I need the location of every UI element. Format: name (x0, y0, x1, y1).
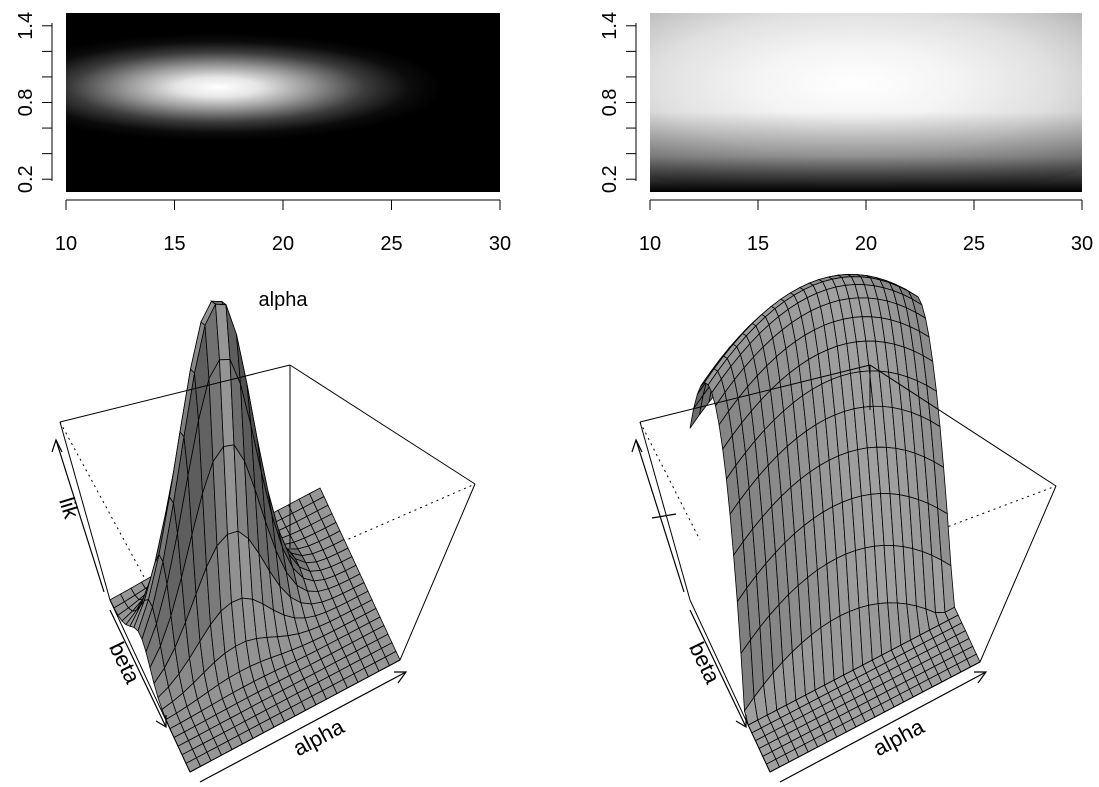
bl-z-label: lik (54, 494, 84, 522)
x-tick-label: 30 (489, 233, 511, 255)
br-box-hidden-edges (639, 421, 1057, 557)
tl-y-ticks: 0.2 0.8 1.4 (15, 12, 52, 193)
surface-bottom-left: lik beta alpha (51, 300, 476, 783)
x-tick-label: 20 (855, 233, 877, 255)
br-axis-arrows (631, 438, 988, 783)
bl-x-label: alpha (289, 713, 349, 761)
heatmap-top-left-peak (66, 33, 444, 141)
y-tick-label: 0.8 (599, 89, 621, 117)
br-box-edges (639, 364, 1057, 773)
x-tick-label: 25 (380, 233, 402, 255)
x-tick-label: 15 (747, 233, 769, 255)
br-x-label: alpha (869, 713, 929, 761)
x-tick-label: 20 (272, 233, 294, 255)
y-tick-label: 1.4 (15, 12, 37, 40)
heatmap-top-right-low-beta-band (650, 13, 1082, 192)
x-tick-label: 15 (163, 233, 185, 255)
br-y-label: beta (684, 638, 726, 688)
x-tick-label: 25 (963, 233, 985, 255)
y-tick-label: 0.2 (599, 165, 621, 193)
x-tick-label: 10 (639, 233, 661, 255)
bl-box-edges (59, 364, 476, 773)
heatmap-top-left: 10 15 20 25 30 0.2 0.8 1.4 alpha (15, 12, 511, 311)
tl-x-ticks: 10 15 20 25 30 (55, 200, 511, 255)
bl-axis-arrows (51, 438, 408, 783)
y-tick-label: 1.4 (599, 12, 621, 40)
tr-x-ticks: 10 15 20 25 30 (639, 200, 1093, 255)
y-tick-label: 0.2 (15, 165, 37, 193)
tr-y-ticks: 0.2 0.8 1.4 (599, 12, 636, 193)
x-tick-label: 30 (1071, 233, 1093, 255)
bl-surface-mesh (109, 300, 401, 773)
x-tick-label: 10 (55, 233, 77, 255)
br-surface-mesh (689, 273, 981, 773)
y-tick-label: 0.8 (15, 89, 37, 117)
tl-xlabel: alpha (259, 289, 309, 311)
surface-bottom-right: beta alpha (631, 273, 1057, 783)
bl-y-label: beta (104, 638, 146, 688)
